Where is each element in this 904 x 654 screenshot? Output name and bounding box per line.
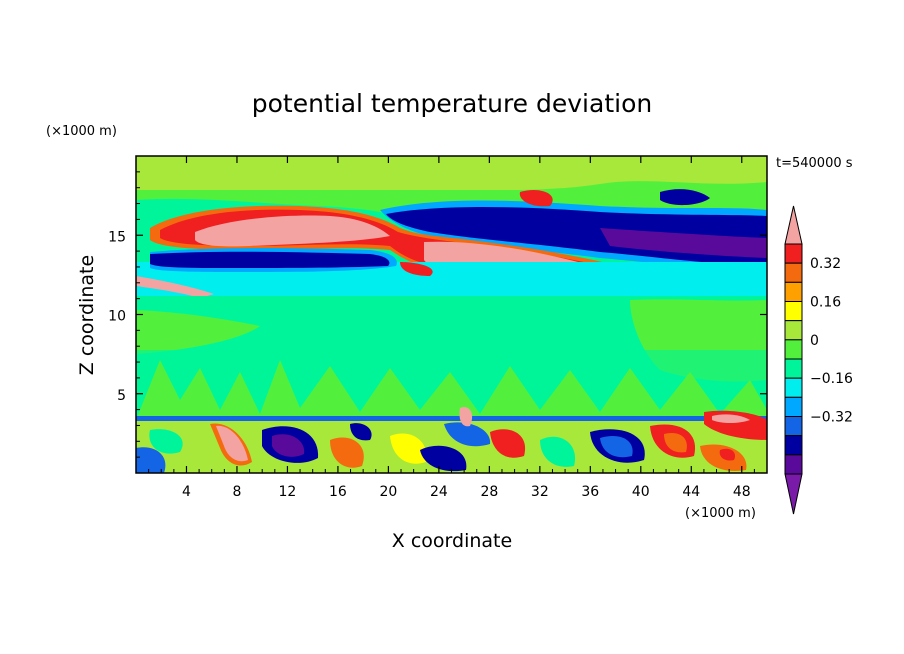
x-tick-label: 8	[232, 484, 241, 500]
upper-warm-band	[195, 215, 390, 247]
boundary-layer	[136, 406, 767, 473]
colorbar-segment	[784, 377, 803, 398]
colorbar-segment	[784, 339, 803, 360]
x-tick-label: 32	[531, 484, 549, 500]
colorbar	[784, 205, 803, 515]
colorbar-segment	[784, 262, 803, 283]
x-axis-label: X coordinate	[392, 530, 512, 552]
y-tick-label: 5	[117, 388, 126, 404]
time-label: t=540000 s	[776, 156, 853, 171]
colorbar-labels: 0.32 0.16 0 −0.16 −0.32	[810, 256, 853, 425]
colorbar-segment	[784, 320, 803, 341]
mid-layer	[136, 299, 767, 420]
colorbar-segment	[784, 301, 803, 322]
x-tick-label: 20	[379, 484, 397, 500]
colorbar-label: −0.32	[810, 410, 853, 426]
colorbar-segment	[784, 281, 803, 303]
colorbar-label: 0.16	[810, 295, 841, 311]
colorbar-segment	[784, 396, 803, 418]
colorbar-segment	[784, 358, 803, 379]
y-tick-label: 10	[108, 309, 126, 325]
colorbar-segment	[784, 243, 803, 264]
chart-title: potential temperature deviation	[252, 89, 652, 118]
colorbar-bottom-arrow	[784, 473, 803, 515]
x-unit-label: (×1000 m)	[685, 506, 756, 521]
x-tick-label: 44	[682, 484, 700, 500]
x-tick-label: 24	[430, 484, 448, 500]
x-tick-label: 40	[632, 484, 650, 500]
y-tick-marks: 5 10 15	[108, 171, 767, 458]
y-axis-label: Z coordinate	[76, 255, 98, 375]
x-tick-label: 12	[279, 484, 297, 500]
x-tick-label: 4	[182, 484, 191, 500]
colorbar-segment	[784, 454, 803, 475]
upper-cold-region	[380, 189, 767, 272]
colorbar-label: 0	[810, 333, 819, 349]
x-tick-marks: 4 8 12 16 20 24 28 32 36 40 44 48	[148, 156, 755, 500]
y-unit-label: (×1000 m)	[46, 124, 117, 139]
cold-band	[136, 248, 767, 307]
x-tick-label: 16	[329, 484, 347, 500]
colorbar-top-arrow	[784, 205, 803, 245]
colorbar-segment	[784, 416, 803, 437]
colorbar-label: −0.16	[810, 371, 853, 387]
colorbar-label: 0.32	[810, 256, 841, 272]
x-tick-label: 36	[581, 484, 599, 500]
y-tick-label: 15	[108, 229, 126, 245]
plot-area	[136, 156, 767, 473]
colorbar-segment	[784, 435, 803, 456]
x-tick-label: 28	[480, 484, 498, 500]
x-tick-label: 48	[733, 484, 751, 500]
